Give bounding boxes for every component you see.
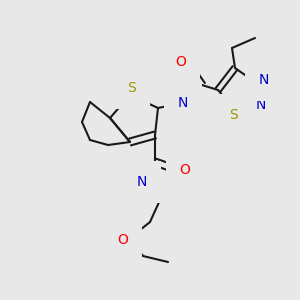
Text: S: S: [229, 108, 237, 122]
Text: O: O: [180, 163, 190, 177]
Text: O: O: [118, 233, 128, 247]
Text: O: O: [176, 55, 186, 69]
Text: S: S: [128, 81, 136, 95]
Text: N: N: [178, 96, 188, 110]
Text: N: N: [259, 73, 269, 87]
Text: N: N: [137, 175, 147, 189]
Text: H: H: [177, 108, 185, 118]
Text: H: H: [129, 175, 137, 185]
Text: N: N: [256, 98, 266, 112]
